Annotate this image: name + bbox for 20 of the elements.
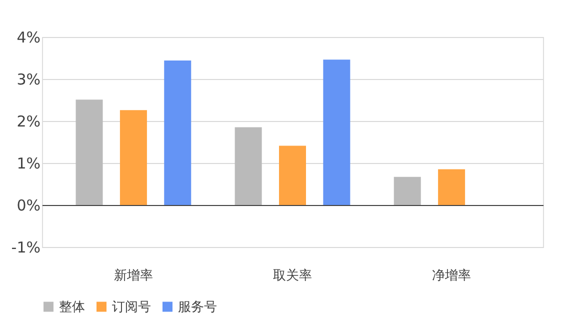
bar: [438, 169, 466, 205]
legend-label: 订阅号: [112, 300, 151, 315]
y-tick-label: 1%: [16, 154, 40, 172]
bar: [394, 176, 421, 205]
y-tick-label: 3%: [16, 70, 40, 88]
legend-label: 服务号: [178, 300, 217, 315]
y-tick-label: -1%: [11, 238, 40, 256]
y-tick-label: 2%: [16, 112, 40, 130]
legend-label: 整体: [59, 300, 85, 315]
bar: [234, 127, 262, 205]
x-tick-label: 取关率: [273, 268, 312, 284]
bar: [164, 60, 192, 205]
x-tick-label: 净增率: [432, 268, 472, 284]
y-tick-label: 0%: [16, 196, 40, 214]
x-tick-label: 新增率: [114, 268, 153, 284]
y-tick-label: 4%: [16, 28, 40, 46]
bar: [76, 100, 103, 205]
bar: [279, 146, 306, 205]
bar: [120, 110, 147, 205]
bar: [323, 60, 350, 205]
